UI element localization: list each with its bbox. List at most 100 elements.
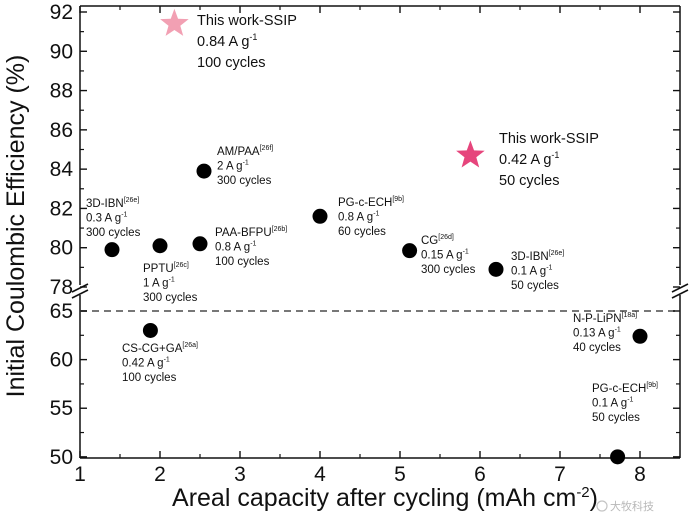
annotation-cycles: 50 cycles xyxy=(511,280,559,292)
annotation-rate: 0.84 A g-1 xyxy=(197,32,257,50)
point-annotation: PG-c-ECH[9b] 0.1 A g-1 50 cycles xyxy=(592,382,658,424)
point-annotation: PAA-BFPU[26b] 0.8 A g-1 100 cycles xyxy=(215,226,287,268)
y-axis-title: Initial Coulombic Efficiency (%) xyxy=(2,55,30,398)
left-axis-break xyxy=(71,283,89,299)
annotation-rate: 0.42 A g-1 xyxy=(499,150,559,168)
data-point xyxy=(312,208,328,224)
annotation-cycles: 50 cycles xyxy=(499,173,559,189)
annotation-name: PG-c-ECH[9b] xyxy=(338,196,404,209)
annotation-name: CG[26d] xyxy=(421,234,454,247)
annotation-ref: [9b] xyxy=(646,382,658,389)
watermark-icon xyxy=(596,500,608,512)
annotation-cycles: 100 cycles xyxy=(197,55,266,71)
x-axis: 1 2 3 4 5 6 7 8 xyxy=(74,6,646,486)
y-tick-label: 55 xyxy=(50,397,73,420)
annotation-ref: [26e] xyxy=(124,197,140,204)
data-points xyxy=(104,8,648,465)
point-annotation: This work-SSIP 0.84 A g-1 100 cycles xyxy=(197,13,297,71)
data-point xyxy=(142,322,158,338)
y-tick-label: 60 xyxy=(50,349,73,372)
watermark: 大牧科技 xyxy=(610,499,654,513)
data-point xyxy=(152,238,168,254)
right-axis-break xyxy=(671,283,689,299)
point-annotation: 3D-IBN[26e] 0.1 A g-1 50 cycles xyxy=(511,250,564,292)
x-tick-label: 7 xyxy=(554,463,566,486)
y-tick-label: 65 xyxy=(50,300,73,323)
y-tick-label: 78 xyxy=(50,276,73,299)
data-point xyxy=(104,242,120,258)
annotation-rate: 0.13 A g-1 xyxy=(573,327,621,340)
y-tick-label: 92 xyxy=(50,1,73,24)
annotation-name: This work-SSIP xyxy=(499,131,599,147)
annotation-name: PAA-BFPU[26b] xyxy=(215,226,287,239)
annotation-cycles: 60 cycles xyxy=(338,226,386,238)
point-annotation: CG[26d] 0.15 A g-1 300 cycles xyxy=(421,234,476,276)
y-tick-label: 84 xyxy=(50,158,74,181)
data-point xyxy=(488,261,504,277)
y-tick-label: 88 xyxy=(50,80,73,103)
x-tick-label: 6 xyxy=(474,463,486,486)
data-point xyxy=(610,449,626,465)
x-tick-label: 2 xyxy=(154,463,166,486)
annotation-cycles: 40 cycles xyxy=(573,342,621,354)
annotation-ref: [26c] xyxy=(174,262,189,269)
y-tick-label: 50 xyxy=(50,446,73,469)
x-tick-label: 1 xyxy=(74,463,86,486)
annotation-cycles: 50 cycles xyxy=(592,412,640,424)
annotation-rate: 2 A g-1 xyxy=(217,160,249,173)
data-point xyxy=(632,328,648,344)
annotation-name: N-P-LiPN[18a] xyxy=(573,312,637,325)
annotation-cycles: 100 cycles xyxy=(215,256,270,268)
annotation-rate: 0.42 A g-1 xyxy=(122,357,170,370)
annotation-rate: 0.8 A g-1 xyxy=(215,241,257,254)
annotation-ref: [26b] xyxy=(272,226,288,233)
point-annotation: N-P-LiPN[18a] 0.13 A g-1 40 cycles xyxy=(573,312,637,354)
annotation-ref: [26d] xyxy=(438,234,454,241)
annotation-cycles: 300 cycles xyxy=(86,227,141,239)
x-tick-label: 4 xyxy=(314,463,326,486)
annotation-ref: [18a] xyxy=(622,312,638,319)
point-annotation: AM/PAA[26f] 2 A g-1 300 cycles xyxy=(217,145,273,187)
annotation-ref: [26e] xyxy=(549,250,565,257)
point-annotation: This work-SSIP 0.42 A g-1 50 cycles xyxy=(499,131,599,189)
plot-frame xyxy=(71,5,689,459)
x-tick-label: 3 xyxy=(234,463,246,486)
data-point xyxy=(196,163,212,179)
annotation-rate: 0.15 A g-1 xyxy=(421,249,469,262)
annotation-name: AM/PAA[26f] xyxy=(217,145,273,158)
point-annotation: PPTU[26c] 1 A g-1 300 cycles xyxy=(143,262,198,304)
annotation-ref: [26a] xyxy=(182,342,198,349)
x-axis-title: Areal capacity after cycling (mAh cm-2) xyxy=(172,484,598,512)
point-annotation: PG-c-ECH[9b] 0.8 A g-1 60 cycles xyxy=(338,196,404,238)
annotation-ref: [9b] xyxy=(392,196,404,203)
annotation-ref: [26f] xyxy=(260,145,274,152)
annotation-cycles: 300 cycles xyxy=(421,264,476,276)
annotation-name: 3D-IBN[26e] xyxy=(511,250,564,263)
annotation-name: PPTU[26c] xyxy=(143,262,189,275)
point-annotation: CS-CG+GA[26a] 0.42 A g-1 100 cycles xyxy=(122,342,198,384)
data-point-star xyxy=(160,8,189,36)
annotation-rate: 1 A g-1 xyxy=(143,277,175,290)
annotation-name: 3D-IBN[26e] xyxy=(86,197,139,210)
annotation-cycles: 100 cycles xyxy=(122,372,177,384)
x-tick-label: 8 xyxy=(634,463,646,486)
data-point xyxy=(192,236,208,252)
annotation-rate: 0.1 A g-1 xyxy=(511,265,553,278)
y-tick-label: 80 xyxy=(50,237,73,260)
annotation-rate: 0.3 A g-1 xyxy=(86,212,128,225)
y-axis: 78 80 82 84 86 88 90 92 50 55 60 65 xyxy=(50,1,680,469)
y-tick-label: 90 xyxy=(50,40,73,63)
x-tick-label: 5 xyxy=(394,463,406,486)
annotation-name: This work-SSIP xyxy=(197,13,297,29)
annotation-name: PG-c-ECH[9b] xyxy=(592,382,658,395)
y-tick-label: 86 xyxy=(50,119,73,142)
annotation-name: CS-CG+GA[26a] xyxy=(122,342,198,355)
y-tick-label: 82 xyxy=(50,197,73,220)
annotation-rate: 0.8 A g-1 xyxy=(338,211,380,224)
annotation-cycles: 300 cycles xyxy=(217,175,272,187)
data-point xyxy=(402,243,418,259)
annotation-rate: 0.1 A g-1 xyxy=(592,397,634,410)
annotation-cycles: 300 cycles xyxy=(143,292,198,304)
